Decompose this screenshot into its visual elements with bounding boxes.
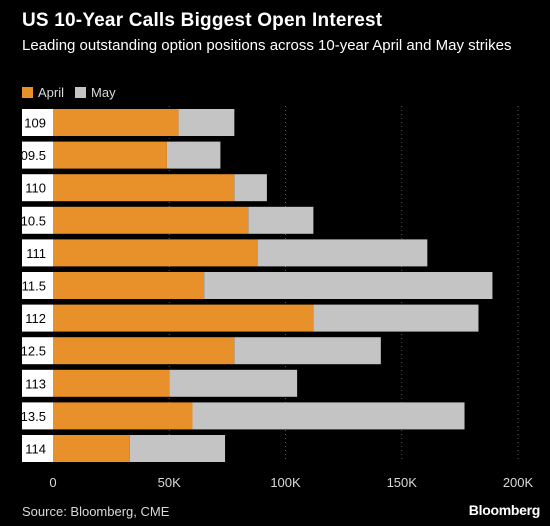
category-label-background (22, 435, 53, 462)
category-label: 112.5 (14, 344, 46, 359)
x-tick-label: 0 (49, 475, 56, 490)
legend-label-april: April (38, 85, 65, 100)
bar-may-112-5 (234, 337, 381, 365)
legend-swatch-april (22, 87, 33, 98)
bar-april-111-5 (53, 272, 205, 299)
x-tick-label: 150K (387, 475, 418, 490)
chart-title: US 10-Year Calls Biggest Open Interest (22, 10, 383, 31)
bar-may-110 (234, 174, 267, 202)
bar-may-111 (257, 239, 428, 267)
bar-april-109-5 (53, 141, 167, 169)
legend-label-may: May (91, 85, 116, 100)
bar-may-110-5 (248, 206, 314, 234)
category-label-background (22, 239, 53, 267)
bar-may-109 (178, 109, 235, 136)
bar-may-109-5 (166, 141, 221, 169)
bar-may-113 (169, 369, 298, 397)
bar-may-111-5 (204, 272, 493, 299)
bar-april-110 (53, 174, 235, 202)
chart-subtitle: Leading outstanding option positions acr… (22, 37, 512, 54)
x-tick-label: 50K (158, 475, 181, 490)
category-label: 113 (25, 376, 46, 391)
legend-swatch-may (75, 87, 87, 98)
category-label-background (22, 141, 53, 169)
category-label: 113.5 (14, 409, 46, 424)
legend-item-april: April (22, 85, 64, 100)
bar-april-109 (53, 109, 179, 136)
category-label-background (22, 174, 53, 202)
category-label-background (22, 304, 53, 332)
bar-may-112 (313, 304, 479, 332)
bloomberg-logo: Bloomberg (468, 502, 541, 518)
category-label: 109 (24, 116, 46, 131)
category-label-background (22, 272, 53, 299)
x-tick-label: 100K (270, 475, 301, 490)
category-label-background (22, 337, 53, 365)
category-label-background (22, 206, 53, 234)
bar-april-112 (53, 304, 314, 332)
category-label-background (22, 369, 53, 397)
category-label: 111.5 (15, 279, 46, 294)
bar-may-113-5 (192, 402, 465, 430)
bar-april-111 (53, 239, 258, 267)
x-tick-label: 200K (503, 475, 534, 490)
category-label: 112 (25, 311, 46, 326)
category-label: 110.5 (14, 213, 46, 228)
category-label-background (22, 402, 53, 430)
bar-april-113 (53, 369, 170, 397)
source-note: Source: Bloomberg, CME (22, 504, 170, 519)
bar-may-114 (129, 435, 226, 462)
bar-april-112-5 (53, 337, 235, 365)
category-label-background (22, 109, 53, 136)
category-label: 110 (25, 181, 46, 196)
left-edge-mask (0, 106, 22, 462)
bar-april-110-5 (53, 206, 249, 234)
category-label: 111 (26, 246, 46, 261)
bar-april-114 (53, 435, 130, 462)
category-label: 114 (25, 442, 46, 457)
bar-april-113-5 (53, 402, 193, 430)
legend-item-may: May (75, 85, 116, 100)
legend: April May (22, 85, 127, 100)
